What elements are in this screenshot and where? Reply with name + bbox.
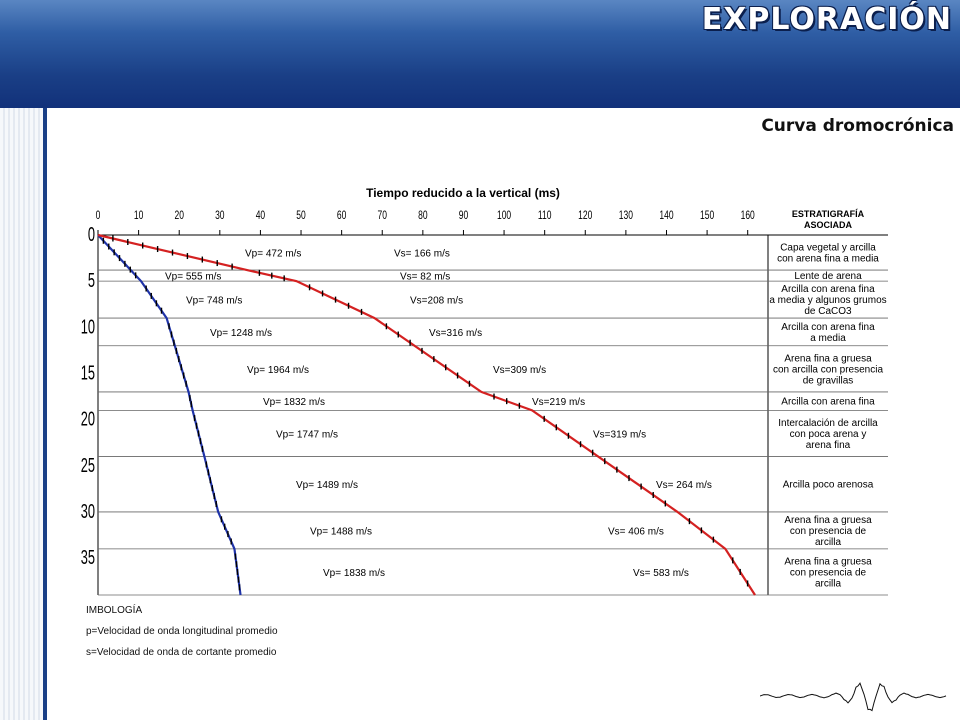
x-tick-label: 160 bbox=[741, 210, 755, 223]
vp-label: Vp= 1489 m/s bbox=[296, 480, 358, 491]
x-tick-label: 150 bbox=[700, 210, 714, 223]
vp-label: Vp= 1832 m/s bbox=[263, 397, 325, 408]
page-title: EXPLORACIÓN bbox=[701, 2, 952, 37]
vs-label: Vs=319 m/s bbox=[593, 429, 646, 440]
chart-legend: IMBOLOGÍA p=Velocidad de onda longitudin… bbox=[86, 600, 278, 663]
x-tick-label: 10 bbox=[134, 210, 144, 223]
vs-label: Vs= 166 m/s bbox=[394, 249, 450, 260]
x-tick-label: 50 bbox=[296, 210, 306, 223]
header-banner: EXPLORACIÓN bbox=[0, 0, 960, 108]
vs-label: Vs=316 m/s bbox=[429, 328, 482, 339]
strat-header: ESTRATIGRAFÍA bbox=[792, 209, 865, 219]
strat-label: con poca arena y bbox=[790, 429, 867, 440]
x-tick-label: 0 bbox=[96, 210, 101, 223]
strat-label: Lente de arena bbox=[794, 271, 862, 282]
legend-heading: IMBOLOGÍA bbox=[86, 605, 143, 616]
x-tick-label: 110 bbox=[538, 210, 552, 223]
strat-label: arcilla bbox=[815, 537, 842, 548]
strat-label: Arena fina a gruesa bbox=[784, 515, 872, 526]
legend-p-text: p=Velocidad de onda longitudinal promedi… bbox=[86, 626, 278, 637]
strat-label: de gravillas bbox=[803, 375, 854, 386]
x-tick-label: 140 bbox=[659, 210, 673, 223]
chart-title: Tiempo reducido a la vertical (ms) bbox=[366, 186, 560, 200]
vs-label: Vs= 406 m/s bbox=[608, 526, 664, 537]
left-decor-bar bbox=[43, 108, 47, 720]
y-tick-label: 10 bbox=[81, 315, 95, 338]
vp-label: Vp= 748 m/s bbox=[186, 296, 242, 307]
strat-label: a media y algunos grumos bbox=[769, 295, 886, 306]
strat-label: con arcilla con presencia bbox=[773, 364, 883, 375]
vp-label: Vp= 555 m/s bbox=[165, 272, 221, 283]
y-tick-label: 20 bbox=[81, 408, 95, 431]
x-tick-label: 40 bbox=[256, 210, 266, 223]
strat-label: Arcilla con arena fina bbox=[781, 322, 875, 333]
strat-label: con arena fina a media bbox=[777, 254, 879, 265]
x-tick-label: 60 bbox=[337, 210, 347, 223]
vs-label: Vs= 264 m/s bbox=[656, 480, 712, 491]
strat-label: de CaCO3 bbox=[804, 306, 852, 317]
vp-curve bbox=[97, 234, 242, 596]
strat-label: Arcilla con arena fina bbox=[781, 284, 875, 295]
legend-s-text: s=Velocidad de onda de cortante promedio bbox=[86, 647, 277, 658]
seismogram-icon bbox=[760, 682, 947, 712]
strat-label: Capa vegetal y arcilla bbox=[780, 243, 876, 254]
y-tick-label: 25 bbox=[81, 454, 95, 477]
vp-label: Vp= 1248 m/s bbox=[210, 328, 272, 339]
strat-label: Arena fina a gruesa bbox=[784, 353, 872, 364]
vs-label: Vs=208 m/s bbox=[410, 296, 463, 307]
x-tick-label: 70 bbox=[378, 210, 388, 223]
strat-label: con presencia de bbox=[790, 526, 867, 537]
x-tick-label: 80 bbox=[418, 210, 428, 223]
left-decor-stripe bbox=[0, 108, 44, 720]
vs-label: Vs=219 m/s bbox=[532, 397, 585, 408]
vp-label: Vp= 1747 m/s bbox=[276, 429, 338, 440]
strat-label: Arcilla poco arenosa bbox=[783, 480, 874, 491]
vp-label: Vp= 472 m/s bbox=[245, 249, 301, 260]
vs-curve bbox=[97, 233, 756, 596]
strat-label: Arena fina a gruesa bbox=[784, 556, 872, 567]
x-tick-label: 120 bbox=[578, 210, 592, 223]
x-tick-label: 100 bbox=[497, 210, 511, 223]
vp-label: Vp= 1964 m/s bbox=[247, 365, 309, 376]
strat-label: arcilla bbox=[815, 578, 842, 589]
vp-label: Vp= 1488 m/s bbox=[310, 526, 372, 537]
vs-label: Vs= 82 m/s bbox=[400, 272, 450, 283]
y-tick-label: 35 bbox=[81, 546, 95, 569]
dromocrone-chart: Tiempo reducido a la vertical (ms) 0 10 20 3… bbox=[81, 186, 888, 596]
y-tick-label: 5 bbox=[88, 269, 95, 292]
y-tick-label: 15 bbox=[81, 362, 95, 385]
strat-label: Arcilla con arena fina bbox=[781, 397, 875, 408]
slide-subtitle: Curva dromocrónica bbox=[761, 116, 954, 136]
strat-header: ASOCIADA bbox=[804, 220, 853, 230]
strat-label: Intercalación de arcilla bbox=[778, 418, 878, 429]
y-tick-label: 0 bbox=[88, 223, 95, 246]
vs-label: Vs= 583 m/s bbox=[633, 568, 689, 579]
x-tick-label: 20 bbox=[174, 210, 184, 223]
y-tick-label: 30 bbox=[81, 500, 95, 523]
x-tick-label: 30 bbox=[215, 210, 225, 223]
strat-label: arena fina bbox=[806, 440, 851, 451]
vp-label: Vp= 1838 m/s bbox=[323, 568, 385, 579]
x-tick-label: 90 bbox=[459, 210, 469, 223]
vs-label: Vs=309 m/s bbox=[493, 365, 546, 376]
x-tick-label: 130 bbox=[619, 210, 633, 223]
strat-label: con presencia de bbox=[790, 567, 867, 578]
strat-label: a media bbox=[810, 333, 846, 344]
